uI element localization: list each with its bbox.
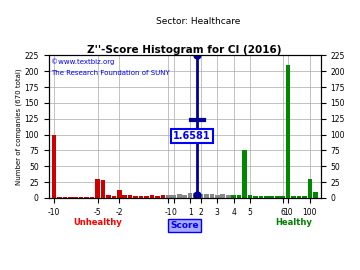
Text: Sector: Healthcare: Sector: Healthcare <box>156 17 240 26</box>
Bar <box>90 197 94 198</box>
Bar <box>84 197 89 198</box>
Bar <box>139 196 143 198</box>
Bar <box>150 195 154 198</box>
Bar <box>220 194 225 198</box>
Bar <box>79 197 84 198</box>
Bar <box>286 65 291 198</box>
Bar <box>307 179 312 198</box>
Bar <box>253 196 258 198</box>
Bar <box>188 193 192 198</box>
Bar <box>51 135 56 198</box>
Bar <box>242 150 247 198</box>
Text: 1.6581: 1.6581 <box>173 131 211 141</box>
Bar <box>128 195 132 198</box>
Bar <box>199 194 203 198</box>
Bar <box>68 197 73 198</box>
Bar <box>237 195 242 198</box>
Text: Unhealthy: Unhealthy <box>73 218 122 227</box>
Bar <box>155 196 160 198</box>
Bar <box>144 196 149 198</box>
Bar <box>112 196 116 198</box>
Bar <box>291 196 296 198</box>
Y-axis label: Number of companies (670 total): Number of companies (670 total) <box>15 68 22 185</box>
Bar <box>297 196 301 198</box>
Bar <box>215 195 220 198</box>
Bar <box>275 196 279 198</box>
Bar <box>210 194 214 198</box>
Title: Z''-Score Histogram for CI (2016): Z''-Score Histogram for CI (2016) <box>87 45 282 55</box>
Bar <box>57 197 62 198</box>
X-axis label: Score: Score <box>170 221 199 230</box>
Bar <box>280 196 285 198</box>
Text: ©www.textbiz.org: ©www.textbiz.org <box>51 58 114 65</box>
Bar <box>63 197 67 198</box>
Bar <box>248 195 252 198</box>
Bar <box>171 195 176 198</box>
Text: Healthy: Healthy <box>275 218 312 227</box>
Bar <box>73 197 78 198</box>
Bar <box>117 190 122 198</box>
Bar <box>258 196 263 198</box>
Bar <box>231 195 236 198</box>
Bar <box>166 195 171 198</box>
Bar <box>302 196 307 198</box>
Bar <box>177 194 181 198</box>
Bar <box>106 195 111 198</box>
Text: The Research Foundation of SUNY: The Research Foundation of SUNY <box>51 70 170 76</box>
Bar <box>226 195 230 198</box>
Bar <box>133 196 138 198</box>
Bar <box>313 192 318 198</box>
Bar <box>182 195 187 198</box>
Bar <box>264 196 269 198</box>
Bar <box>95 179 100 198</box>
Bar <box>122 195 127 198</box>
Bar <box>193 193 198 198</box>
Bar <box>101 180 105 198</box>
Bar <box>204 194 209 198</box>
Bar <box>269 196 274 198</box>
Bar <box>161 195 165 198</box>
